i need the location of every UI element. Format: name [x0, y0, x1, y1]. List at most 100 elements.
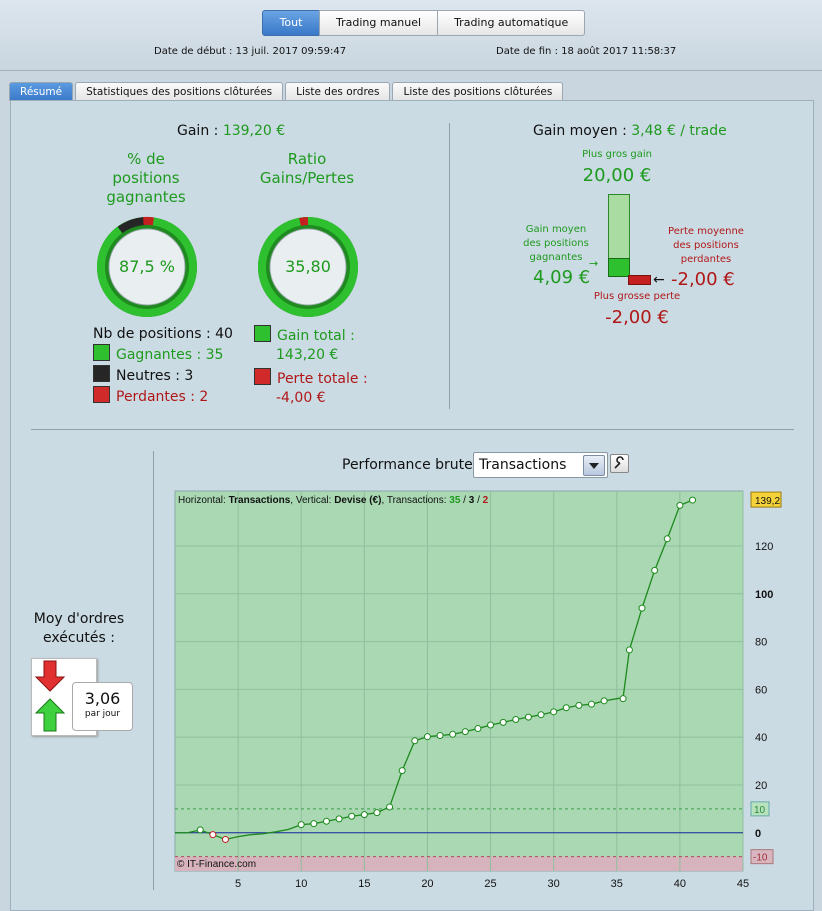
win-marker: [512, 715, 520, 723]
x-tick-label: 10: [295, 878, 307, 890]
x-tick-label: 15: [358, 878, 370, 890]
max-gain-label: Plus gros gain: [582, 149, 652, 160]
mode-all-button[interactable]: Tout: [262, 10, 320, 36]
loss-marker: [221, 835, 229, 843]
avg-loss-caption: Perte moyenne des positions perdantes: [661, 225, 751, 267]
performance-select[interactable]: Transactions: [473, 452, 608, 478]
neutral-label: Neutres : 3: [116, 368, 194, 384]
upper-band-badge-text: 10: [754, 805, 766, 816]
win-marker: [600, 697, 608, 705]
mode-auto-button[interactable]: Trading automatique: [437, 10, 586, 36]
win-marker: [436, 731, 444, 739]
loss-total-value: -4,00 €: [276, 390, 326, 406]
win-marker: [588, 700, 596, 708]
tab-closed-list[interactable]: Liste des positions clôturées: [392, 82, 564, 101]
divider-vertical: [449, 123, 450, 409]
loss-segment: [143, 216, 154, 226]
pct-title-line1: % de: [127, 150, 165, 168]
wrench-icon[interactable]: [610, 454, 629, 473]
y-tick-label: 0: [755, 828, 761, 840]
y-tick-label: 40: [755, 732, 767, 744]
top-bar: Tout Trading manuel Trading automatique …: [0, 0, 822, 71]
y-tick-label: 60: [755, 684, 767, 696]
y-tick-label: 120: [755, 541, 773, 553]
avg-loss-value: -2,00 €: [671, 269, 735, 290]
max-gain-value: 20,00 €: [582, 165, 652, 186]
end-date-value: 18 août 2017 11:58:37: [561, 46, 677, 57]
avg-loss-bar: [628, 275, 651, 285]
x-tick-label: 25: [484, 878, 496, 890]
pct-title-line3: gagnantes: [106, 188, 186, 206]
end-date: Date de fin : 18 août 2017 11:58:37: [496, 46, 676, 57]
win-marker: [487, 721, 495, 729]
pct-winners-title: % de positions gagnantes: [86, 150, 206, 207]
x-tick-label: 45: [737, 878, 749, 890]
upper-band-badge: [750, 801, 770, 817]
loss-total-swatch: [254, 368, 271, 385]
gain-value: 139,20 €: [222, 123, 286, 139]
win-marker: [335, 815, 343, 823]
gain-total-label: Gain total :: [277, 328, 355, 344]
gain-label: Gain :: [177, 123, 219, 139]
x-tick-label: 40: [674, 878, 686, 890]
loss-total-label: Perte totale :: [277, 371, 368, 387]
gain-total-swatch: [254, 325, 271, 342]
nb-positions: Nb de positions : 40: [93, 326, 233, 342]
win-marker: [386, 803, 394, 811]
gain-total-legend: Gain total : 143,20 €: [254, 325, 355, 365]
avg-win-bar: [608, 258, 630, 277]
tab-summary[interactable]: Résumé: [9, 82, 74, 101]
avg-win-value: 4,09 €: [533, 267, 591, 288]
avg-win-caption-1: Gain moyen: [525, 224, 587, 235]
start-date-label: Date de début :: [154, 46, 233, 57]
win-marker: [689, 496, 697, 504]
avg-win-caption-3: gagnantes: [529, 252, 583, 263]
ratio-value: 35,80: [285, 257, 331, 276]
pct-winners-value: 87,5 %: [119, 257, 175, 276]
avg-gain-summary: Gain moyen : 3,48 € / trade: [533, 123, 727, 139]
tab-closed-stats[interactable]: Statistiques des positions clôturées: [75, 82, 284, 101]
win-marker: [562, 704, 570, 712]
win-marker: [575, 701, 583, 709]
avg-loss-caption-2: des positions: [673, 240, 739, 251]
win-marker: [310, 820, 318, 828]
avg-loss-caption-3: perdantes: [680, 254, 732, 265]
lower-band-badge: [750, 849, 774, 865]
performance-chart: 5 10 15 20 25 30 35 40 45 0 20 40 60 80 100 120 Horizont…: [174, 490, 782, 890]
winners-swatch: [93, 344, 110, 361]
win-marker: [619, 695, 627, 703]
legend-neutral: Neutres : 3: [93, 365, 233, 386]
orders-unit: par jour: [84, 709, 121, 719]
chevron-down-icon[interactable]: [583, 455, 605, 476]
win-marker: [676, 501, 684, 509]
ratio-title-line2: Gains/Pertes: [259, 169, 355, 187]
pct-winners-donut: [97, 216, 197, 317]
win-marker: [537, 711, 545, 719]
ratio-title: Ratio Gains/Pertes: [247, 150, 367, 188]
lower-band-badge-text: -10: [753, 853, 768, 864]
losers-label: Perdantes : 2: [116, 389, 209, 405]
avg-loss-arrow: ←: [653, 272, 665, 288]
winners-label: Gagnantes : 35: [116, 347, 224, 363]
x-tick-label: 20: [421, 878, 433, 890]
win-marker: [360, 811, 368, 819]
losers-swatch: [93, 386, 110, 403]
loss-zone: [175, 856, 743, 871]
win-marker: [411, 737, 419, 745]
win-marker: [373, 809, 381, 817]
win-marker: [196, 826, 204, 834]
win-marker: [663, 535, 671, 543]
avg-gain-value: 3,48 € / trade: [631, 123, 727, 139]
tab-orders[interactable]: Liste des ordres: [285, 82, 391, 101]
win-marker: [550, 708, 558, 716]
mode-manual-button[interactable]: Trading manuel: [319, 10, 439, 36]
loss-total-legend: Perte totale : -4,00 €: [254, 368, 368, 408]
y-tick-label: 80: [755, 637, 767, 649]
win-marker: [398, 767, 406, 775]
orders-title-1: Moy d'ordres: [33, 611, 125, 627]
ratio-loss-segment: [299, 217, 309, 226]
performance-select-value: Transactions: [479, 457, 567, 473]
x-tick-label: 5: [235, 878, 241, 890]
win-marker: [348, 812, 356, 820]
win-marker: [322, 817, 330, 825]
